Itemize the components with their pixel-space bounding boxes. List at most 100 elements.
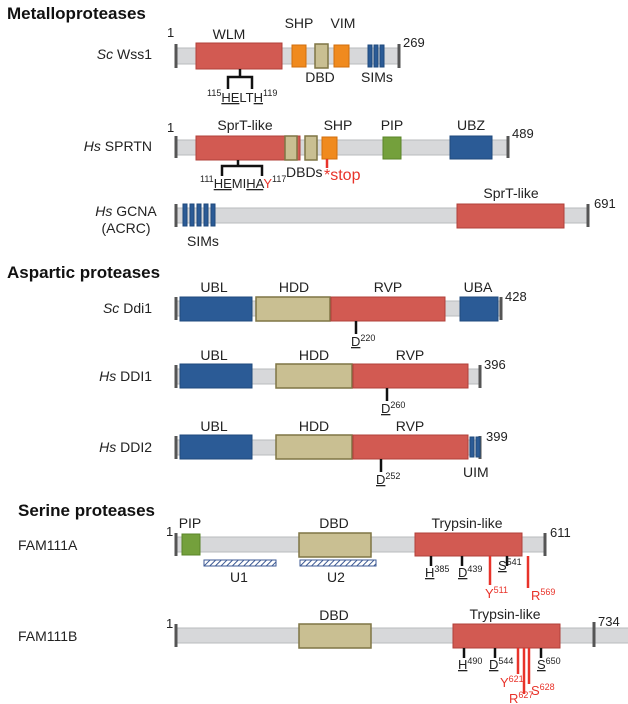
protein-gcna: Hs GCNA (ACRC) 691 SIMs SprT-like (95, 185, 615, 249)
sprtn-dbd2-domain (304, 135, 318, 161)
sprtn-dbds-label: DBDs (286, 164, 323, 180)
protein-fam111b: FAM111B 1 734 DBD Trypsin-like H490 D544… (18, 606, 628, 704)
hs-ddi1-hdd-label: HDD (299, 347, 329, 363)
fam111a-u2-region (299, 559, 377, 567)
sc-ddi1-ubl-domain (179, 296, 253, 322)
hs-ddi2-end: 399 (486, 429, 508, 444)
fam111a-y511-mutation: Y511 (485, 585, 508, 601)
fam111b-end: 734 (598, 614, 620, 629)
wss1-sims-label: SIMs (361, 69, 393, 85)
hs-ddi2-rvp-domain (352, 434, 469, 460)
hs-ddi2-label: Hs DDI2 (99, 439, 152, 455)
sc-ddi1-ubl-label: UBL (200, 279, 227, 295)
sc-ddi1-uba-label: UBA (464, 279, 493, 295)
fam111b-label: FAM111B (18, 628, 77, 644)
protein-wss1: Sc Wss1 1 269 WLM SHP DBD VIM SIMs 115HE… (97, 15, 425, 105)
fam111b-s628-mutation: S628 (531, 682, 555, 698)
wss1-vim-label: VIM (331, 15, 356, 31)
hs-ddi1-label: Hs DDI1 (99, 368, 152, 384)
wss1-shp-domain (291, 44, 307, 68)
wss1-wlm-domain (195, 42, 283, 70)
protein-hs-ddi1: Hs DDI1 396 UBL HDD RVP D260 (99, 347, 506, 416)
wss1-dbd-domain (314, 43, 329, 69)
fam111b-y621-mutation: Y621 (500, 674, 524, 690)
hs-ddi2-hdd-label: HDD (299, 418, 329, 434)
hs-ddi2-uim-label: UIM (463, 464, 489, 480)
sprtn-dbd1-domain (284, 135, 298, 161)
wss1-motif-bracket (226, 69, 254, 89)
hs-ddi2-hdd-domain (275, 434, 353, 460)
fam111a-end: 611 (550, 525, 571, 540)
fam111b-dbd-label: DBD (319, 607, 349, 623)
gcna-sprt-domain (456, 203, 565, 229)
sc-ddi1-end: 428 (505, 289, 527, 304)
fam111a-asp-residue: D439 (458, 564, 482, 580)
sprtn-pip-domain (382, 136, 402, 160)
sc-ddi1-uba-domain (459, 296, 499, 322)
sprtn-pip-label: PIP (381, 117, 404, 133)
fam111a-dbd-domain (298, 532, 372, 558)
fam111b-ser-residue: S650 (537, 656, 561, 672)
protein-sprtn: Hs SPRTN 1 489 SprT-like DBDs SHP PIP UB… (84, 117, 534, 191)
fam111a-dbd-label: DBD (319, 515, 349, 531)
fam111b-dbd-domain (298, 623, 372, 649)
sprtn-motif: 111HEMIHAY117 (200, 174, 286, 191)
section-title-aspartic-proteases: Aspartic proteases (7, 263, 160, 282)
fam111a-u1-label: U1 (230, 569, 248, 585)
fam111a-trypsin-domain (414, 532, 523, 557)
hs-ddi1-rvp-domain (352, 363, 469, 389)
protein-sc-ddi1: Sc Ddi1 428 UBL HDD RVP UBA D220 (103, 279, 527, 349)
section-title-metalloproteases: Metalloproteases (7, 4, 146, 23)
gcna-alias: (ACRC) (102, 220, 151, 236)
wss1-end: 269 (403, 35, 425, 50)
fam111b-r627-mutation: R627 (509, 690, 533, 704)
sprtn-shp-domain (321, 136, 338, 160)
hs-ddi2-rvp-label: RVP (396, 418, 425, 434)
fam111a-start: 1 (166, 524, 173, 539)
gcna-sims-label: SIMs (187, 233, 219, 249)
wss1-dbd-label: DBD (305, 69, 335, 85)
wss1-vim-domain (333, 44, 350, 68)
fam111a-pip-domain (181, 533, 201, 556)
fam111b-trypsin-label: Trypsin-like (469, 606, 540, 622)
fam111a-ser-residue: S541 (498, 557, 522, 573)
sc-ddi1-rvp-label: RVP (374, 279, 403, 295)
fam111a-u1-region (203, 559, 277, 567)
wss1-sims-domains (367, 44, 385, 68)
gcna-sims-domains (182, 203, 216, 227)
hs-ddi1-end: 396 (484, 357, 506, 372)
sprtn-start: 1 (167, 120, 174, 135)
hs-ddi1-hdd-domain (275, 363, 353, 389)
wss1-start: 1 (167, 25, 174, 40)
wss1-wlm-label: WLM (213, 26, 246, 42)
sc-ddi1-hdd-domain (255, 296, 331, 322)
hs-ddi2-residue: D252 (376, 471, 400, 487)
sprtn-label: Hs SPRTN (84, 138, 152, 154)
sprtn-sprt-label: SprT-like (217, 117, 272, 133)
fam111a-pip-label: PIP (179, 515, 202, 531)
fam111a-u2-label: U2 (327, 569, 345, 585)
fam111a-label: FAM111A (18, 537, 78, 553)
wss1-motif: 115HELTH119 (207, 88, 277, 105)
sc-ddi1-residue: D220 (351, 333, 375, 349)
sprtn-stop-label: *stop (324, 167, 361, 184)
protein-hs-ddi2: Hs DDI2 399 UBL HDD RVP UIM D252 (99, 418, 508, 487)
hs-ddi2-ubl-domain (179, 434, 253, 460)
wss1-shp-label: SHP (285, 15, 314, 31)
sprtn-shp-label: SHP (324, 117, 353, 133)
fam111b-start: 1 (166, 616, 173, 631)
fam111a-trypsin-label: Trypsin-like (431, 515, 502, 531)
sprtn-end: 489 (512, 126, 534, 141)
sc-ddi1-label: Sc Ddi1 (103, 300, 152, 316)
hs-ddi1-ubl-domain (179, 363, 253, 389)
wss1-label: Sc Wss1 (97, 46, 152, 62)
sprtn-sprt-domain (195, 135, 301, 161)
sc-ddi1-rvp-domain (330, 296, 446, 322)
fam111b-asp-residue: D544 (489, 656, 513, 672)
sprtn-ubz-label: UBZ (457, 117, 485, 133)
fam111a-r569-mutation: R569 (531, 587, 555, 603)
hs-ddi1-rvp-label: RVP (396, 347, 425, 363)
sc-ddi1-hdd-label: HDD (279, 279, 309, 295)
hs-ddi2-ubl-label: UBL (200, 418, 227, 434)
